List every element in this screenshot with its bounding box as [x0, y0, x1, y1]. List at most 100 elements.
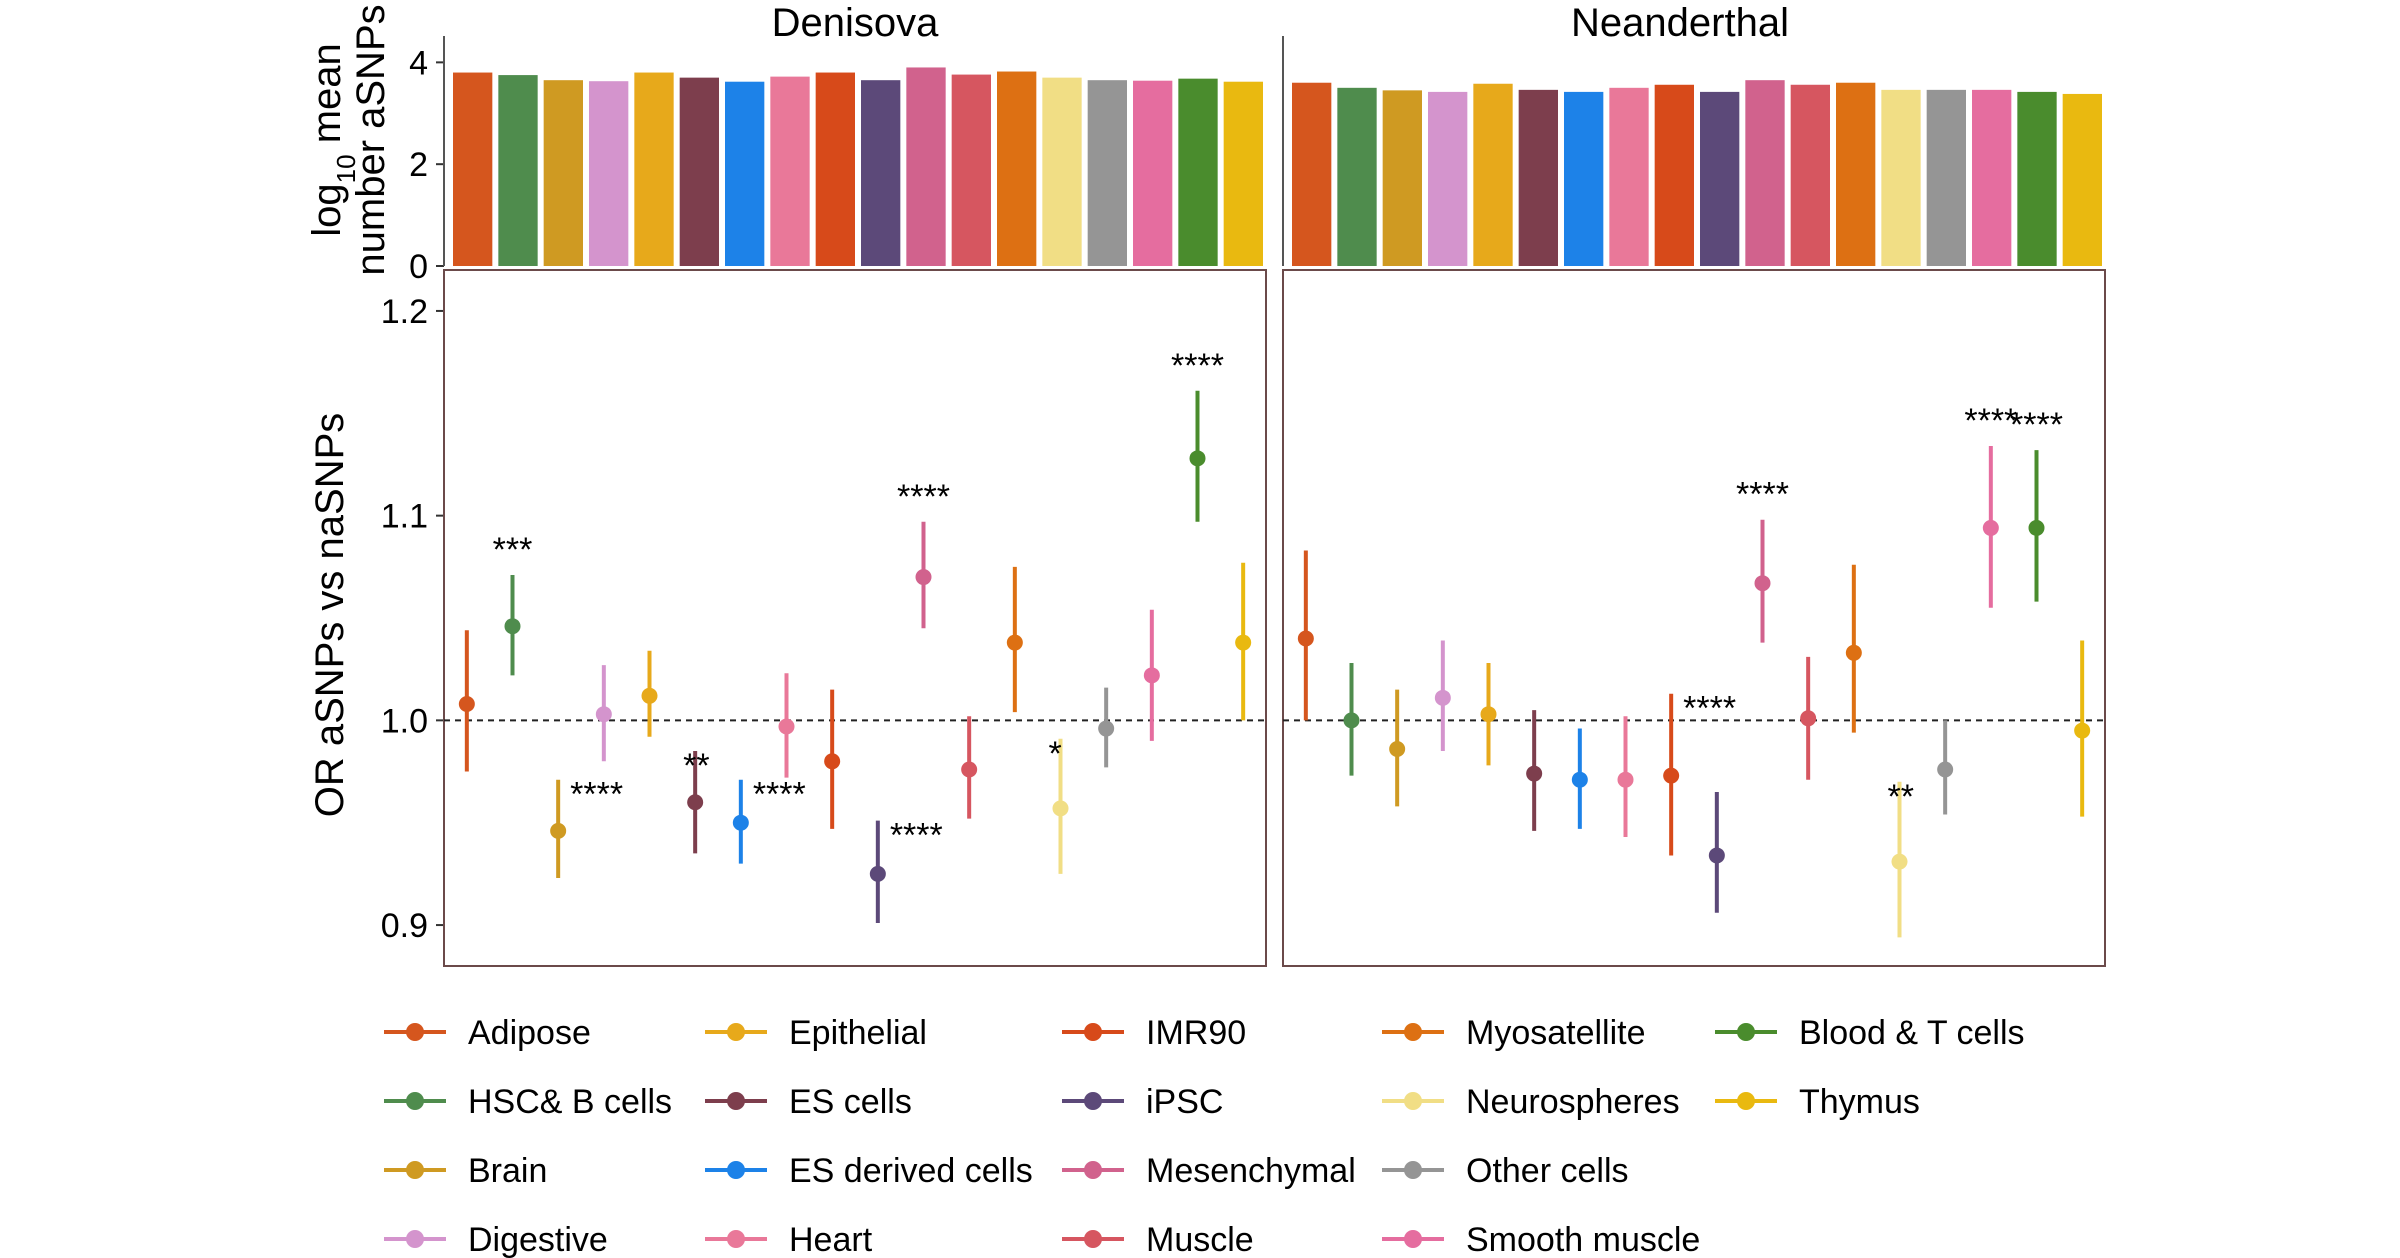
point-blood-t-cells	[1189, 450, 1206, 467]
legend-swatch-dot	[727, 1161, 745, 1179]
legend-swatch-dot	[1084, 1161, 1102, 1179]
legend-label: iPSC	[1146, 1083, 1223, 1121]
bar-adipose	[453, 72, 493, 266]
bar-y-tick-label: 2	[409, 146, 428, 184]
bar-other-cells	[1926, 89, 1966, 266]
bar-mesenchymal	[1745, 80, 1785, 266]
legend-swatch-dot	[1404, 1092, 1422, 1110]
legend-label: ES cells	[789, 1083, 912, 1121]
legend-item-thymus: Thymus	[1715, 1083, 1920, 1121]
legend-swatch-dot	[1404, 1023, 1422, 1041]
bar-neurospheres	[1042, 77, 1082, 267]
legend-item-epithelial: Epithelial	[705, 1014, 927, 1052]
significance-ipsc: ****	[890, 817, 943, 855]
bar-neurospheres	[1881, 89, 1921, 266]
legend-label: Epithelial	[789, 1014, 927, 1052]
bar-es-cells	[1518, 89, 1558, 266]
bar-brain	[543, 80, 583, 266]
legend-item-smooth-muscle: Smooth muscle	[1382, 1221, 1700, 1258]
bar-y-axis-title-line2: number aSNPs	[349, 4, 393, 275]
panel-title-denisova: Denisova	[772, 1, 940, 45]
point-ipsc	[1708, 847, 1725, 864]
point-brain	[550, 822, 567, 839]
point-heart	[778, 718, 795, 735]
bar-myosatellite	[1836, 82, 1876, 267]
point-smooth-muscle	[1982, 519, 1999, 536]
bar-myosatellite	[997, 71, 1037, 266]
point-thymus	[2074, 722, 2091, 739]
point-brain	[1389, 741, 1406, 758]
bar-hsc-b-cells	[1337, 87, 1377, 267]
legend: Adipose HSC& B cells Brain Digestive Epithel…	[384, 1014, 2025, 1258]
legend-label: IMR90	[1146, 1014, 1246, 1052]
significance-blood-t-cells: ****	[1171, 347, 1224, 385]
bar-digestive	[589, 81, 629, 266]
legend-label: Smooth muscle	[1466, 1221, 1700, 1258]
point-es-cells	[1526, 765, 1543, 782]
legend-swatch-dot	[1737, 1092, 1755, 1110]
legend-item-imr90: IMR90	[1062, 1014, 1246, 1052]
legend-swatch-dot	[1404, 1161, 1422, 1179]
point-muscle	[1800, 710, 1817, 727]
legend-label: Muscle	[1146, 1221, 1254, 1258]
bar-thymus	[2062, 93, 2102, 266]
point-myosatellite	[1006, 634, 1023, 651]
legend-label: Heart	[789, 1221, 873, 1258]
or-y-tick-label: 1.2	[381, 293, 428, 331]
point-adipose	[458, 695, 475, 712]
bar-panel-denisova	[443, 36, 1263, 267]
point-epithelial	[1480, 706, 1497, 723]
significance-neurospheres: **	[1888, 778, 1914, 816]
legend-label: Neurospheres	[1466, 1083, 1680, 1121]
point-es-cells	[687, 794, 704, 811]
legend-swatch-dot	[406, 1230, 424, 1248]
bar-brain	[1382, 90, 1422, 266]
point-mesenchymal	[915, 569, 932, 586]
significance-brain: ****	[570, 776, 623, 814]
bar-ipsc	[1700, 91, 1740, 267]
legend-item-ipsc: iPSC	[1062, 1083, 1223, 1121]
point-digestive	[1434, 689, 1451, 706]
bar-y-axis-title-mean: mean	[305, 43, 349, 154]
legend-item-heart: Heart	[705, 1221, 873, 1258]
bar-imr90	[1654, 84, 1694, 266]
legend-label: Brain	[468, 1152, 547, 1190]
bar-es-derived-cells	[725, 81, 765, 266]
legend-item-brain: Brain	[384, 1152, 547, 1190]
point-heart	[1617, 771, 1634, 788]
or-panel-frame	[443, 269, 1267, 967]
bar-y-axis-title-subscript: 10	[331, 154, 361, 183]
legend-label: Adipose	[468, 1014, 591, 1052]
point-imr90	[1663, 767, 1680, 784]
significance-smooth-muscle: ****	[1964, 402, 2017, 440]
legend-swatch-dot	[1084, 1230, 1102, 1248]
significance-es-cells: **	[683, 747, 709, 785]
bar-muscle	[1790, 84, 1830, 266]
point-digestive	[595, 706, 612, 723]
legend-label: Other cells	[1466, 1152, 1629, 1190]
legend-item-es-cells: ES cells	[705, 1083, 912, 1121]
significance-hsc-b-cells: ***	[493, 531, 533, 569]
bar-y-ticks: 0 2 4	[409, 44, 444, 286]
point-other-cells	[1098, 720, 1115, 737]
legend-swatch-dot	[727, 1230, 745, 1248]
bar-imr90	[815, 72, 855, 266]
legend-item-hsc-b-cells: HSC& B cells	[384, 1083, 672, 1121]
bar-epithelial	[1473, 83, 1513, 266]
point-muscle	[961, 761, 978, 778]
legend-item-mesenchymal: Mesenchymal	[1062, 1152, 1356, 1190]
legend-swatch-dot	[406, 1092, 424, 1110]
legend-label: HSC& B cells	[468, 1083, 672, 1121]
or-y-axis-title: OR aSNPs vs naSNPs	[308, 413, 352, 818]
legend-swatch-dot	[1084, 1092, 1102, 1110]
bar-y-axis-title-log: log	[305, 183, 349, 236]
legend-item-other-cells: Other cells	[1382, 1152, 1629, 1190]
bar-mesenchymal	[906, 67, 946, 266]
legend-swatch-dot	[727, 1023, 745, 1041]
point-adipose	[1297, 630, 1314, 647]
legend-item-neurospheres: Neurospheres	[1382, 1083, 1680, 1121]
bar-ipsc	[861, 80, 901, 266]
legend-swatch-dot	[1404, 1230, 1422, 1248]
point-imr90	[824, 753, 841, 770]
bar-es-derived-cells	[1564, 91, 1604, 267]
